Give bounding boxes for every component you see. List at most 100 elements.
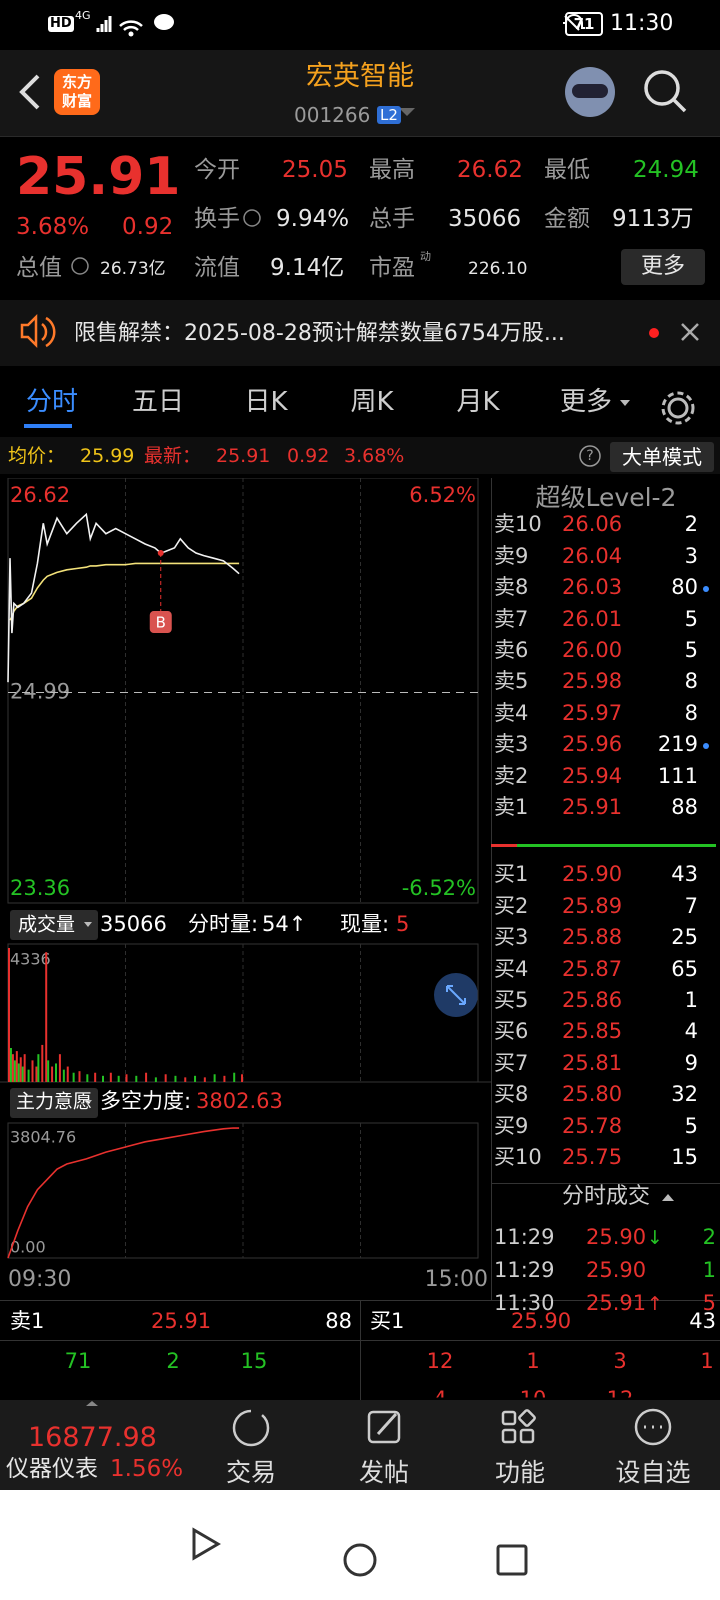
divider (491, 1183, 720, 1184)
volume-bar (37, 1054, 40, 1082)
search-button[interactable] (672, 98, 687, 113)
more-button[interactable] (621, 249, 705, 285)
tab[interactable]: 更多 (559, 387, 613, 418)
volume-bar (8, 948, 10, 1082)
back-button[interactable] (19, 74, 40, 110)
volume-bar (102, 1075, 104, 1082)
queue-order: 10 (520, 1387, 547, 1397)
avg-line (9, 562, 240, 621)
book-qty: 1 (684, 988, 698, 1012)
field-value: 35066 (448, 206, 522, 233)
volume-bar (19, 1057, 22, 1082)
logo[interactable] (54, 69, 100, 115)
recents-nav[interactable] (496, 1544, 528, 1576)
tab[interactable]: 周K (350, 387, 394, 418)
tab[interactable]: 月K (456, 387, 500, 418)
help-icon[interactable] (579, 445, 601, 467)
volume-bar (203, 1077, 206, 1082)
nav-item[interactable]: 设自选 (615, 1458, 691, 1487)
close-button[interactable] (681, 323, 699, 341)
queue-order: 1 (700, 1349, 714, 1374)
volume-bar (72, 1072, 75, 1082)
function-icon[interactable] (519, 1428, 535, 1444)
dropdown-icon[interactable] (399, 108, 415, 116)
force-metric-value: 3802.63 (196, 1089, 283, 1113)
notice-text[interactable]: 限售解禁：2025-08-28预计解禁数量6754万股... (74, 320, 565, 346)
book-price: 25.90 (562, 862, 623, 887)
field-label: 换手 (194, 206, 240, 233)
trade-marker-box (149, 611, 172, 634)
avg-value: 25.99 (80, 444, 135, 467)
volume-bar (21, 1066, 24, 1082)
book-label: 卖2 (494, 763, 529, 788)
post-icon[interactable] (367, 1410, 401, 1444)
volume-bar (86, 1074, 89, 1082)
indicator-selector[interactable] (10, 1088, 98, 1118)
trade-time: 11:29 (494, 1225, 555, 1250)
settings-button[interactable] (667, 397, 689, 419)
collapse-icon[interactable] (86, 1401, 98, 1406)
trade-arrow: ↓ (647, 1226, 663, 1249)
more-button[interactable]: 更多 (640, 253, 686, 279)
volume-bar (31, 1060, 34, 1082)
book-price: 25.89 (562, 893, 623, 918)
function-icon[interactable] (518, 1409, 536, 1427)
post-icon[interactable] (376, 1412, 398, 1436)
volume-bar (109, 1072, 112, 1082)
book-label: 卖3 (494, 732, 529, 757)
book-qty: 80 (671, 575, 698, 600)
trade-price: 25.91 (586, 1291, 647, 1316)
watchlist-icon[interactable] (634, 1408, 672, 1446)
notice-bar[interactable] (0, 300, 720, 366)
book-price: 25.81 (562, 1050, 623, 1075)
back-nav[interactable] (192, 1527, 221, 1561)
collapse-icon[interactable] (662, 1194, 674, 1201)
book-label: 买7 (494, 1050, 529, 1075)
queue-order: 71 (64, 1349, 92, 1374)
nav-item[interactable]: 交易 (225, 1458, 277, 1487)
book-label: 买9 (494, 1113, 529, 1138)
search-button[interactable] (644, 70, 680, 106)
volume-bar (45, 952, 48, 1082)
mode-button[interactable] (610, 442, 714, 472)
book-price: 25.97 (562, 700, 623, 725)
field-value: 226.10 (468, 258, 528, 279)
field-sup: 动 (420, 250, 431, 264)
expand-button[interactable] (446, 985, 466, 1005)
book-qty: 25 (671, 925, 698, 950)
volume-bar (78, 1071, 81, 1082)
field-label: 今开 (194, 157, 240, 184)
change-percent: 3.68% (16, 214, 90, 241)
book-price: 25.98 (562, 669, 623, 694)
tab[interactable]: 五日 (131, 387, 185, 418)
y-tick-label: 23.36 (10, 876, 70, 900)
home-nav[interactable] (343, 1543, 377, 1577)
queue-order: 12 (426, 1349, 454, 1374)
nav-item[interactable]: 发帖 (358, 1458, 410, 1487)
book-label: 买6 (494, 1019, 529, 1044)
queue-order: 3 (613, 1349, 627, 1374)
volume-bar (164, 1074, 167, 1082)
settings-button[interactable] (661, 391, 695, 425)
book-price: 25.78 (562, 1113, 623, 1138)
price-line (7, 512, 240, 683)
book-qty: 219 (657, 732, 698, 757)
dropdown-icon[interactable] (620, 400, 630, 406)
trade-price: 25.90 (586, 1258, 647, 1283)
battery-icon (565, 12, 603, 36)
volume-bar (194, 1075, 197, 1082)
function-icon[interactable] (501, 1410, 517, 1426)
info-icon[interactable] (243, 209, 261, 227)
queue-label: 买1 (370, 1309, 405, 1334)
info-icon[interactable] (71, 257, 89, 275)
help-text[interactable]: ? (586, 447, 594, 464)
nav-item[interactable]: 功能 (494, 1458, 546, 1487)
tab[interactable]: 分时 (25, 387, 79, 418)
trade-icon[interactable] (232, 1409, 270, 1447)
book-price: 25.85 (562, 1019, 623, 1044)
function-icon[interactable] (501, 1428, 517, 1444)
volume-selector[interactable] (10, 910, 98, 940)
mode-button-text[interactable]: 大单模式 (622, 445, 702, 469)
tab[interactable]: 日K (244, 387, 288, 418)
